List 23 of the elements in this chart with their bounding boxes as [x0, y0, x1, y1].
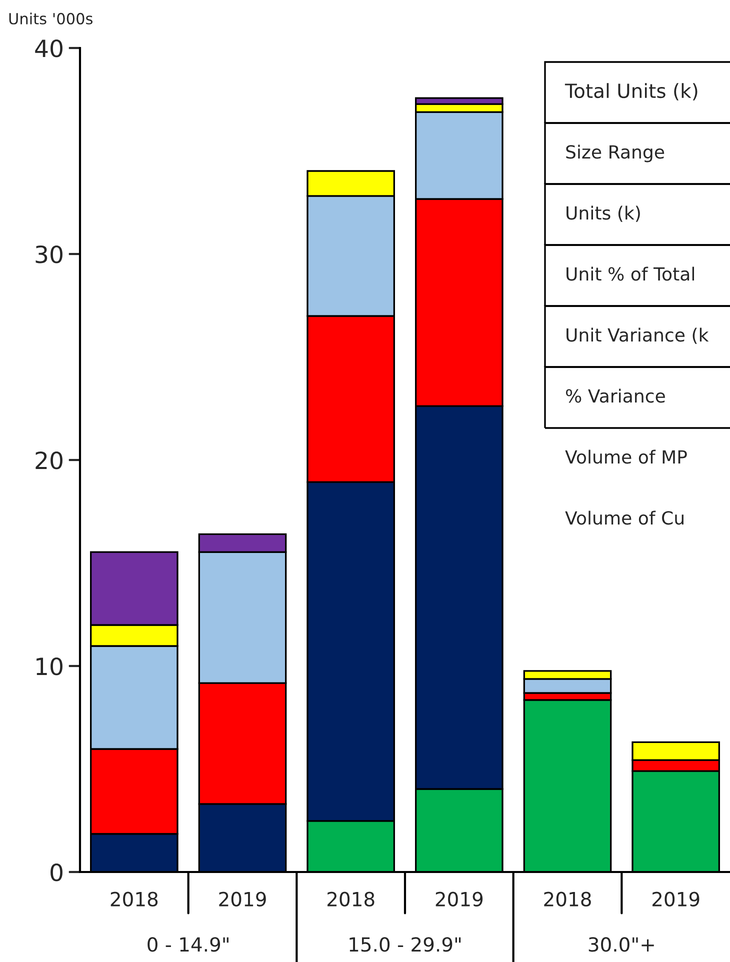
annotation: Size Range — [566, 144, 664, 162]
x-tick-label: 2019 — [436, 892, 483, 906]
x-tick-label: 2018 — [110, 892, 158, 906]
text: 15.0 - 29.9" — [350, 937, 461, 952]
y-tick-label: 40 — [35, 39, 62, 58]
y-tick-label: 0 — [50, 863, 62, 882]
y-tick-label: 20 — [36, 451, 62, 470]
x-tick-label: 2018 — [328, 892, 374, 906]
annotation: % Variance — [566, 388, 665, 403]
annotation: Total Units (k) — [564, 83, 698, 100]
text: 30.0"+ — [588, 937, 654, 952]
y-axis-title: Units '000s — [9, 12, 92, 24]
x-tick-label: 2018 — [544, 892, 591, 906]
text: 0 - 14.9" — [148, 937, 228, 952]
annotation: Volume of Cu — [565, 510, 684, 525]
annotation: Unit Variance (k — [566, 328, 709, 344]
annotation: Volume of MP — [565, 450, 687, 464]
annotation: Unit % of Total — [566, 266, 694, 281]
y-tick-label: 30 — [36, 245, 62, 264]
x-tick-label: 2019 — [652, 892, 700, 906]
y-tick-label: 10 — [36, 657, 62, 676]
annotation: Units (k) — [566, 206, 640, 222]
x-tick-label: 2019 — [219, 892, 266, 906]
